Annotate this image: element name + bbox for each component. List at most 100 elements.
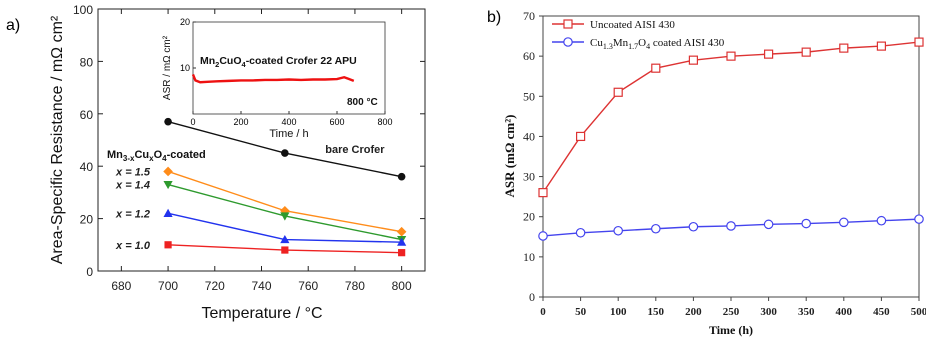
panel-b-point-s1-3	[650, 223, 661, 234]
panel-a-point-s2-0	[163, 180, 173, 190]
panel-b-point-s0-7	[801, 47, 811, 57]
panel-a-y-tick-label: 100	[73, 3, 93, 17]
inset-x-tick-label: 200	[233, 117, 248, 127]
panel-b-x-axis-label: Time (h)	[709, 323, 753, 337]
legend-uncoated-marker	[563, 19, 573, 29]
panel-b-point-s0-3	[651, 63, 661, 73]
panel-b-point-s1-5	[726, 221, 736, 231]
panel-b-point-s1-1	[575, 227, 586, 238]
panel-a-series-label-3: x = 1.2	[115, 208, 150, 220]
panel-b-point-s0-10	[914, 37, 924, 47]
panel-b-x-tick-label: 250	[723, 306, 740, 318]
panel-b-point-s0-2	[613, 87, 623, 97]
panel-a-series-line-1	[167, 170, 402, 233]
panel-b-point-s0-9	[876, 41, 887, 51]
panel-a-x-axis-label-unit: °C	[305, 305, 323, 322]
panel-a-point-s3-2	[397, 237, 407, 246]
panel-a-series-labels: bare Crofer x = 1.5 x = 1.4 x = 1.2 x = 1.0	[115, 144, 385, 252]
inset-x-tick-label: 0	[190, 117, 195, 127]
panel-b-point-s0-1	[575, 131, 586, 142]
inset-x-tick-label: 400	[281, 117, 296, 127]
panel-b-point-s0-5	[726, 51, 736, 61]
panel-b-point-s0-4	[688, 55, 699, 65]
panel-a-y-axis-label: Area-Specific Resistance / mΩ cm²	[49, 15, 66, 264]
panel-b-point-s1-4	[688, 221, 699, 232]
panel-b-y-tick-label: 30	[523, 170, 535, 184]
panel-b-point-s1-2	[613, 225, 623, 236]
panel-b-point-s1-7	[801, 218, 811, 229]
panel-b-x-tick-label: 200	[685, 306, 702, 318]
panel-a-x-tick-label: 700	[158, 279, 178, 293]
inset-x-axis-label: Time / h	[269, 128, 308, 140]
panel-a-point-s4-1	[281, 246, 289, 254]
panel-a-series-label-1: x = 1.5	[115, 166, 151, 178]
panel-b-x-tick-label: 400	[836, 306, 853, 318]
panel-a-point-s0-0	[164, 117, 172, 126]
panel-b-y-tick-label: 60	[523, 49, 535, 63]
panel-b-y-tick-label: 50	[523, 89, 535, 103]
panel-a-y-tick-label: 60	[80, 108, 94, 122]
legend-uncoated-label: Uncoated AISI 430	[590, 19, 675, 31]
panel-b-series	[538, 37, 924, 241]
panel-a-x-tick-label: 680	[111, 279, 131, 293]
panel-b-y-tick-label: 20	[523, 210, 535, 224]
panel-a-y-tick-label: 0	[86, 265, 93, 279]
inset-series	[191, 73, 355, 84]
panel-a-series	[163, 117, 407, 257]
panel-b-x-tick-label: 0	[540, 306, 546, 318]
panel-a-x-tick-label: 740	[251, 279, 271, 293]
panel-b-series-line-0	[542, 41, 920, 194]
panel-b-legend: Uncoated AISI 430 Cu1.3Mn1.7O4 coated AI…	[552, 19, 725, 51]
panel-a-point-s4-0	[164, 241, 172, 249]
panel-b-point-s0-0	[538, 188, 548, 198]
panel-a-point-s3-0	[163, 208, 173, 217]
panel-b-point-s0-8	[839, 43, 849, 53]
panel-b-x-tick-label: 350	[798, 306, 815, 318]
panel-b-y-axis: 0 10 20 30 40 50 60 70	[523, 9, 543, 304]
panel-b-y-axis-label: ASR (mΩ cm²)	[502, 115, 517, 198]
panel-a-x-tick-label: 800	[392, 279, 412, 293]
panel-b-label: b)	[487, 9, 501, 26]
panel-a-series-label-0: bare Crofer	[325, 144, 385, 156]
panel-b-x-tick-label: 100	[610, 306, 627, 318]
panel-a-x-axis-label: Temperature / °C	[201, 305, 322, 322]
panel-a-label: a)	[6, 17, 20, 34]
inset-title: Mn2CuO4-coated Crofer 22 APU	[200, 55, 357, 69]
panel-b-y-tick-label: 70	[523, 9, 535, 23]
panel-b-point-s1-10	[914, 214, 924, 224]
panel-a-x-axis: 680 700 720 740 760 780 800	[111, 9, 412, 293]
inset-x-tick-label: 600	[329, 117, 344, 127]
panel-b-point-s1-8	[838, 217, 849, 228]
panel-a-y-tick-label: 20	[80, 213, 94, 227]
inset-y-tick-label: 20	[180, 17, 190, 27]
inset-x-tick-label: 800	[377, 117, 392, 127]
panel-a-x-tick-label: 720	[205, 279, 225, 293]
panel-b-point-s0-6	[763, 49, 774, 59]
panel-a-point-s2-1	[280, 212, 290, 221]
panel-b-x-tick-label: 500	[911, 306, 926, 318]
panel-a-y-tick-label: 40	[80, 160, 94, 174]
panel-b-x-tick-label: 150	[648, 306, 665, 318]
panel-b-y-tick-label: 10	[523, 250, 535, 264]
panel-b-y-tick-label: 0	[529, 290, 535, 304]
panel-a-point-s1-0	[163, 166, 173, 177]
panel-a-point-s0-1	[281, 149, 289, 157]
panel-b: b) 0 10 20 30 40 50 60 70 0 50 100 150 200 250 300 350…	[487, 9, 926, 337]
panel-a-group-label: Mn3-xCuxO4-coated	[107, 149, 206, 163]
panel-a-series-label-4: x = 1.0	[115, 240, 151, 252]
panel-a-x-tick-label: 780	[345, 279, 365, 293]
inset-y-axis-label: ASR / mΩ cm²	[162, 35, 173, 100]
panel-a-point-s0-2	[397, 172, 406, 181]
panel-b-x-tick-label: 450	[873, 306, 890, 318]
panel-a-series-label-2: x = 1.4	[115, 180, 150, 192]
inset-asr-line	[191, 73, 355, 84]
inset-axes: 0 200 400 600 800 10 20	[180, 17, 393, 127]
panel-a-point-s3-1	[280, 234, 290, 244]
panel-b-point-s1-9	[876, 215, 887, 226]
panel-b-y-tick-label: 40	[523, 129, 535, 143]
inset-y-tick-label: 10	[180, 63, 190, 73]
